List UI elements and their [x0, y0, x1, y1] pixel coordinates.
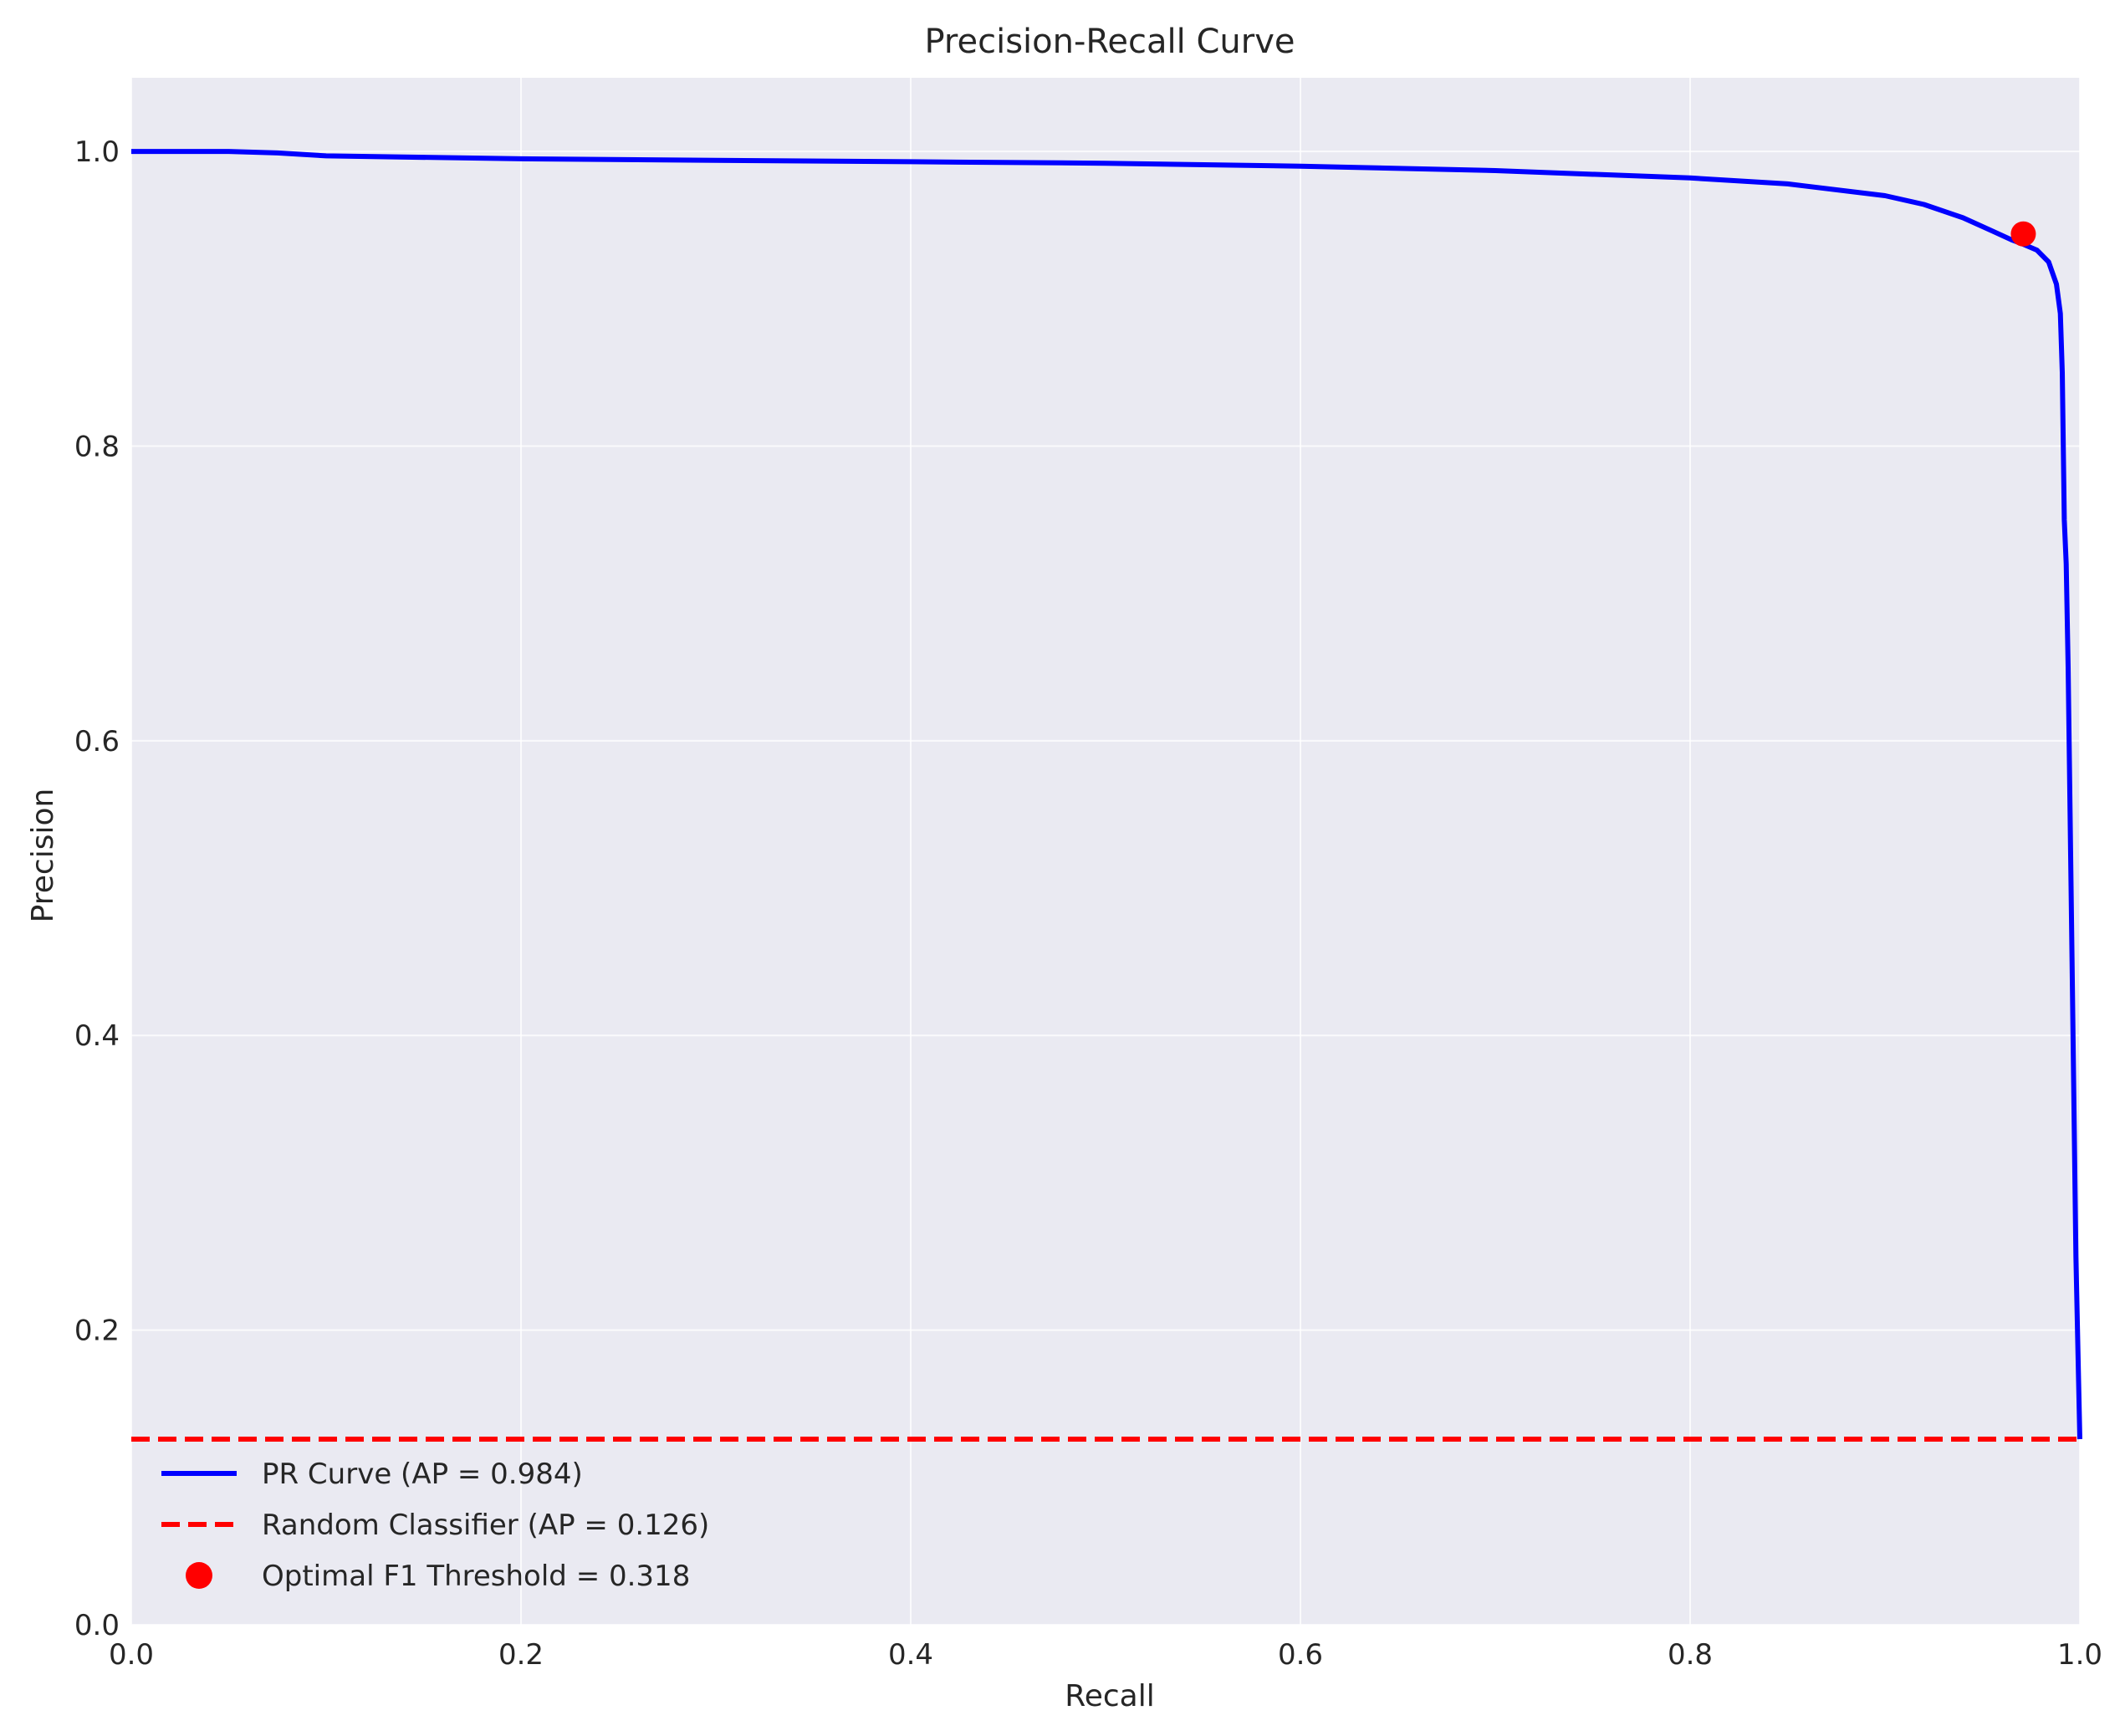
x-tick-label: 0.0 — [109, 1638, 154, 1672]
y-tick-label: 0.4 — [74, 1019, 120, 1053]
x-tick-label: 1.0 — [2057, 1638, 2102, 1672]
grid-lines — [130, 78, 2081, 1626]
x-tick-label: 0.4 — [888, 1638, 933, 1672]
pr-curve-line — [131, 149, 2082, 1440]
chart-title: Precision-Recall Curve — [925, 23, 1295, 61]
legend-label: Optimal F1 Threshold = 0.318 — [262, 1560, 690, 1593]
x-tick-label: 0.6 — [1278, 1638, 1323, 1672]
x-axis-label: Recall — [1065, 1679, 1154, 1713]
legend: PR Curve (AP = 0.984) Random Classifier (… — [161, 1458, 709, 1593]
plot-area — [131, 78, 2080, 1625]
y-tick-label: 0.6 — [74, 725, 120, 758]
marker-layer — [2010, 221, 2036, 247]
series-layer — [131, 149, 2082, 1442]
y-axis-label: Precision — [26, 789, 60, 923]
x-tick-label: 0.2 — [498, 1638, 544, 1672]
legend-label: Random Classifier (AP = 0.126) — [262, 1509, 709, 1542]
y-tick-label: 0.8 — [74, 430, 120, 463]
x-tick-label: 0.8 — [1668, 1638, 1713, 1672]
y-tick-label: 1.0 — [74, 135, 120, 169]
y-tick-label: 0.0 — [74, 1609, 120, 1642]
optimal-f1-point — [2010, 221, 2036, 247]
tick-labels: 0.0 0.2 0.4 0.6 0.8 1.0 0.0 0.2 0.4 0.6 0.8 1.0 — [74, 135, 2102, 1672]
legend-marker-swatch — [186, 1562, 212, 1589]
y-tick-label: 0.2 — [74, 1315, 120, 1348]
legend-label: PR Curve (AP = 0.984) — [262, 1458, 583, 1491]
